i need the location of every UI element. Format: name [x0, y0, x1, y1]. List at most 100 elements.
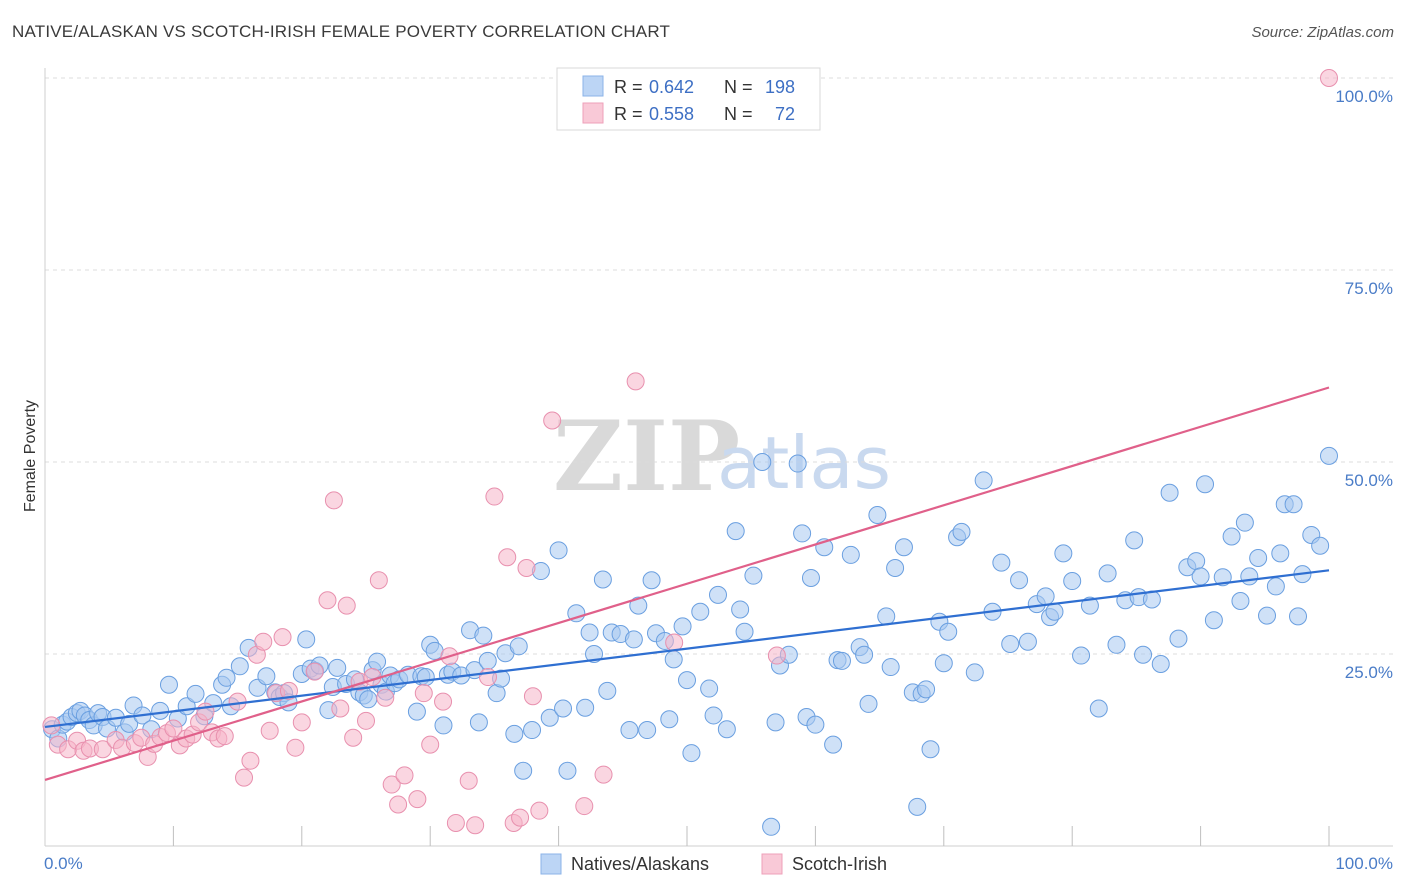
- bottom-legend-scotch: Scotch-Irish: [792, 854, 887, 874]
- natives-point: [766, 713, 785, 732]
- natives-point: [731, 600, 750, 619]
- legend-swatch-scotch: [582, 102, 604, 124]
- scotch-point: [594, 765, 613, 784]
- source-label: Source: ZipAtlas.com: [1251, 24, 1394, 41]
- scotch-point: [511, 808, 530, 827]
- natives-point: [523, 721, 542, 740]
- natives-point: [1151, 654, 1170, 673]
- x-tick-label-min: 0.0%: [44, 854, 83, 873]
- natives-point: [664, 650, 683, 669]
- natives-point: [620, 721, 639, 740]
- scotch-point: [389, 795, 408, 814]
- legend-n-label-scotch: N =: [724, 104, 753, 124]
- natives-point: [877, 607, 896, 626]
- natives-point: [1187, 552, 1206, 571]
- natives-point: [868, 505, 887, 524]
- natives-point: [841, 545, 860, 564]
- scotch-point: [324, 491, 343, 510]
- scotch-point: [376, 688, 395, 707]
- bottom-legend: Natives/Alaskans Scotch-Irish: [540, 853, 887, 875]
- scotch-point: [523, 687, 542, 706]
- natives-point: [1235, 513, 1254, 532]
- natives-point: [1249, 549, 1268, 567]
- scotch-point: [273, 628, 292, 647]
- natives-point: [509, 637, 528, 656]
- scotch-point: [305, 662, 324, 681]
- natives-point: [691, 602, 710, 621]
- natives-point: [1191, 567, 1210, 586]
- natives-point: [855, 645, 874, 664]
- natives-point: [992, 553, 1011, 572]
- natives-point: [1098, 564, 1117, 583]
- scotch-point: [357, 711, 375, 730]
- scotch-point: [767, 646, 786, 665]
- natives-point: [726, 522, 745, 541]
- natives-point: [1080, 596, 1099, 615]
- natives-point: [328, 658, 347, 677]
- natives-point: [793, 524, 812, 543]
- y-tick-label-50: 50.0%: [1345, 471, 1393, 490]
- legend-n-value-scotch: 72: [775, 104, 795, 124]
- natives-point: [217, 668, 236, 687]
- natives-point: [673, 617, 692, 636]
- natives-point: [257, 667, 276, 686]
- y-axis-title: Female Poverty: [22, 400, 39, 512]
- natives-point: [120, 714, 139, 733]
- scotch-point: [395, 766, 414, 785]
- chart-title: NATIVE/ALASKAN VS SCOTCH-IRISH FEMALE PO…: [12, 22, 671, 41]
- natives-point: [1018, 632, 1037, 651]
- natives-trend-line: [44, 569, 1330, 729]
- scotch-point: [408, 790, 427, 809]
- natives-point: [678, 671, 696, 690]
- x-ticks: [172, 826, 1330, 846]
- scotch-point: [369, 571, 388, 590]
- natives-point: [1240, 567, 1259, 586]
- legend-r-value-scotch: 0.558: [649, 104, 694, 124]
- natives-point: [917, 680, 936, 699]
- natives-point: [1311, 536, 1330, 555]
- natives-point: [230, 657, 249, 676]
- natives-point: [1222, 527, 1241, 546]
- natives-point: [554, 699, 573, 718]
- y-tick-label-100: 100.0%: [1335, 87, 1393, 106]
- natives-point: [1160, 483, 1179, 502]
- natives-point: [1169, 629, 1188, 648]
- natives-point: [908, 797, 927, 816]
- natives-point: [580, 623, 599, 642]
- natives-point: [965, 663, 984, 682]
- natives-point: [540, 708, 559, 727]
- natives-point: [832, 651, 851, 670]
- natives-point: [1001, 635, 1020, 654]
- natives-point: [1107, 635, 1126, 654]
- y-tick-labels: 25.0% 50.0% 75.0% 100.0%: [1335, 87, 1393, 682]
- scotch-point: [498, 548, 517, 567]
- natives-point: [886, 558, 905, 577]
- scotch-point: [575, 797, 594, 816]
- natives-point: [593, 570, 612, 589]
- natives-point: [159, 675, 178, 694]
- natives-point: [1045, 602, 1064, 621]
- natives-point: [788, 454, 807, 473]
- x-tick-label-max: 100.0%: [1335, 854, 1393, 873]
- natives-point: [474, 626, 493, 645]
- natives-point: [585, 645, 604, 663]
- natives-point: [469, 713, 488, 732]
- natives-point: [478, 651, 497, 670]
- natives-point: [368, 652, 387, 671]
- natives-point: [1320, 446, 1338, 465]
- natives-point: [1134, 645, 1153, 664]
- natives-point: [1231, 592, 1250, 611]
- scotch-point: [517, 558, 536, 577]
- legend-r-label-natives: R =: [614, 77, 643, 97]
- scotch-point: [331, 699, 350, 718]
- natives-point: [974, 471, 993, 490]
- natives-point: [660, 710, 679, 729]
- natives-point: [952, 522, 971, 541]
- scotch-point: [530, 801, 549, 820]
- scotch-point: [318, 591, 337, 610]
- natives-point: [1054, 544, 1073, 563]
- scotch-point: [254, 632, 273, 651]
- scotch-point: [626, 372, 645, 391]
- bottom-legend-swatch-scotch: [761, 853, 783, 875]
- natives-point: [416, 668, 435, 687]
